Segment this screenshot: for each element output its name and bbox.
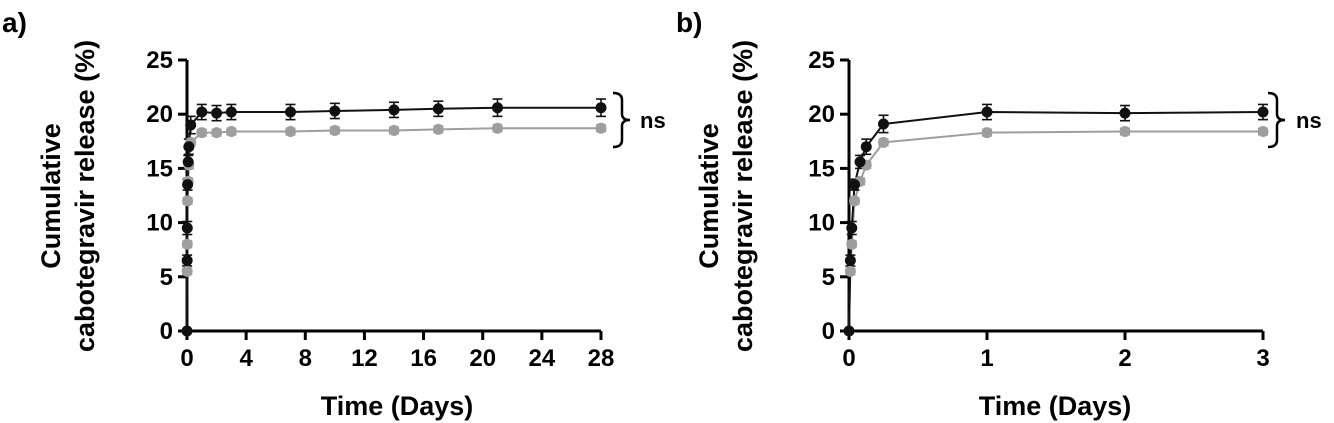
panel-b: b) Cumulative cabotegravir release (%) T… <box>676 7 1322 421</box>
panel-a-series-gray-point <box>181 265 193 277</box>
panel-b-label: b) <box>676 7 702 38</box>
panel-a-series-gray-point <box>388 124 400 136</box>
panel-a-y-tick-label: 20 <box>146 101 173 128</box>
panel-a-series-black-point <box>181 255 193 267</box>
panel-b-xlabel: Time (Days) <box>979 391 1132 421</box>
panel-b-ylabel-line-2: cabotegravir release (%) <box>728 40 758 352</box>
panel-b-x-tick-label: 3 <box>1256 345 1269 372</box>
panel-b-axes <box>847 60 1263 333</box>
panel-a-series-black-line <box>186 106 601 332</box>
panel-a-x-tick-label: 12 <box>351 345 378 372</box>
panel-a-points <box>181 102 607 337</box>
panel-a-series-black-point <box>183 141 195 153</box>
panel-b-ticks: 0 5 10 15 20 25 0 1 2 3 <box>808 47 1269 372</box>
panel-a-series-gray-point <box>181 238 193 250</box>
panel-b-series-black-point <box>846 222 858 234</box>
panel-b-series-black-point <box>854 156 866 168</box>
panel-b-series-gray-point <box>846 238 858 250</box>
panel-b-series-black-point <box>860 141 872 153</box>
panel-b-error-bars <box>845 103 1268 276</box>
panel-b-significance-bracket <box>1267 91 1286 149</box>
panel-a-x-tick-label: 0 <box>180 345 193 372</box>
panel-b-x-tick-label: 1 <box>980 345 993 372</box>
panel-a-series-black-point <box>595 102 607 114</box>
panel-a-series-black-point <box>181 325 193 337</box>
panel-b-y-tick-label: 0 <box>822 318 835 345</box>
panel-b-series-black-point <box>981 106 993 118</box>
panel-a-label: a) <box>2 7 27 38</box>
panel-a: a) Cumulative cabotegravir release (%) T… <box>2 7 666 421</box>
panel-a-x-tick-label: 24 <box>529 345 556 372</box>
panel-b-y-tick-label: 25 <box>808 47 835 74</box>
panel-a-x-tick-label: 8 <box>299 345 312 372</box>
panel-a-series-black-point <box>285 106 296 118</box>
panel-b-series-gray-point <box>849 195 861 207</box>
panel-a-y-tick-label: 10 <box>146 210 173 237</box>
panel-a-series-gray-point <box>196 127 208 139</box>
panel-a-x-tick-label: 16 <box>410 345 437 372</box>
panel-a-y-tick-label: 15 <box>146 155 173 182</box>
panel-a-y-tick-label: 5 <box>160 264 173 291</box>
panel-a-series-black-point <box>182 156 194 168</box>
panel-a-series-gray-point <box>329 124 341 136</box>
panel-b-points <box>843 106 1269 337</box>
panel-a-series-gray-point <box>182 195 194 207</box>
panel-b-x-tick-label: 0 <box>842 345 855 372</box>
panel-a-series-gray-point <box>225 126 237 138</box>
panel-a-x-tick-label: 28 <box>588 345 615 372</box>
panel-a-series-black-point <box>181 222 193 234</box>
panel-a-series-gray-point <box>595 122 607 134</box>
panel-b-y-tick-label: 20 <box>808 101 835 128</box>
panel-a-x-tick-label: 20 <box>469 345 496 372</box>
panel-a-xlabel: Time (Days) <box>321 391 474 421</box>
panel-b-y-tick-label: 5 <box>822 264 835 291</box>
panel-a-series-black-point <box>492 102 503 114</box>
panel-a-ylabel-line-1: Cumulative <box>36 123 66 269</box>
panel-b-y-tick-label: 15 <box>808 155 835 182</box>
panel-a-series-gray-point <box>285 126 296 138</box>
panel-b-x-tick-label: 2 <box>1118 345 1131 372</box>
panel-a-series-black-point <box>388 104 400 116</box>
panel-b-series-black-point <box>849 179 861 191</box>
panel-a-series-black-point <box>196 106 208 118</box>
panel-a-ylabel-line-2: cabotegravir release (%) <box>70 40 100 352</box>
panel-b-series-gray-point <box>1119 126 1131 138</box>
panel-a-y-tick-label: 25 <box>146 47 173 74</box>
panel-a-x-tick-label: 4 <box>239 345 253 372</box>
panel-a-series-lines <box>186 106 601 332</box>
panel-a-series-black-point <box>185 119 197 131</box>
panel-a-significance-bracket <box>612 91 631 149</box>
panel-b-series-black-point <box>1257 106 1269 118</box>
panel-b-significance-label: ns <box>1296 108 1322 133</box>
panel-b-series-black-point <box>843 325 855 337</box>
panel-b-series-gray-point <box>1257 126 1269 138</box>
panel-a-series-gray-point <box>492 122 503 134</box>
panel-a-series-black-point <box>211 107 223 119</box>
panel-b-series-black-line <box>848 111 1264 332</box>
panel-b-series-lines <box>848 111 1264 332</box>
panel-b-series-gray-line <box>848 130 1263 332</box>
panel-a-series-gray-point <box>211 127 223 139</box>
panel-a-series-black-point <box>182 179 194 191</box>
panel-a-ticks: 0 5 10 15 20 25 0 4 8 12 16 20 24 28 <box>146 47 614 372</box>
panel-a-series-black-point <box>432 103 444 115</box>
panel-b-series-black-point <box>844 255 856 267</box>
panel-a-significance-label: ns <box>640 108 666 133</box>
panel-a-y-tick-label: 0 <box>160 318 173 345</box>
panel-a-series-black-point <box>329 105 341 117</box>
panel-a-series-gray-point <box>432 123 444 135</box>
panel-b-ylabel-line-1: Cumulative <box>694 123 724 269</box>
panel-b-series-gray-point <box>878 136 889 148</box>
panel-a-series-gray-line <box>186 127 601 332</box>
panel-b-series-gray-point <box>981 127 993 139</box>
panel-a-series-black-point <box>225 106 237 118</box>
panel-a-axes <box>185 60 601 333</box>
panel-b-series-black-point <box>1119 107 1131 119</box>
panel-b-y-tick-label: 10 <box>808 210 835 237</box>
panel-b-series-black-point <box>878 118 889 130</box>
panel-b-series-gray-point <box>844 265 856 277</box>
